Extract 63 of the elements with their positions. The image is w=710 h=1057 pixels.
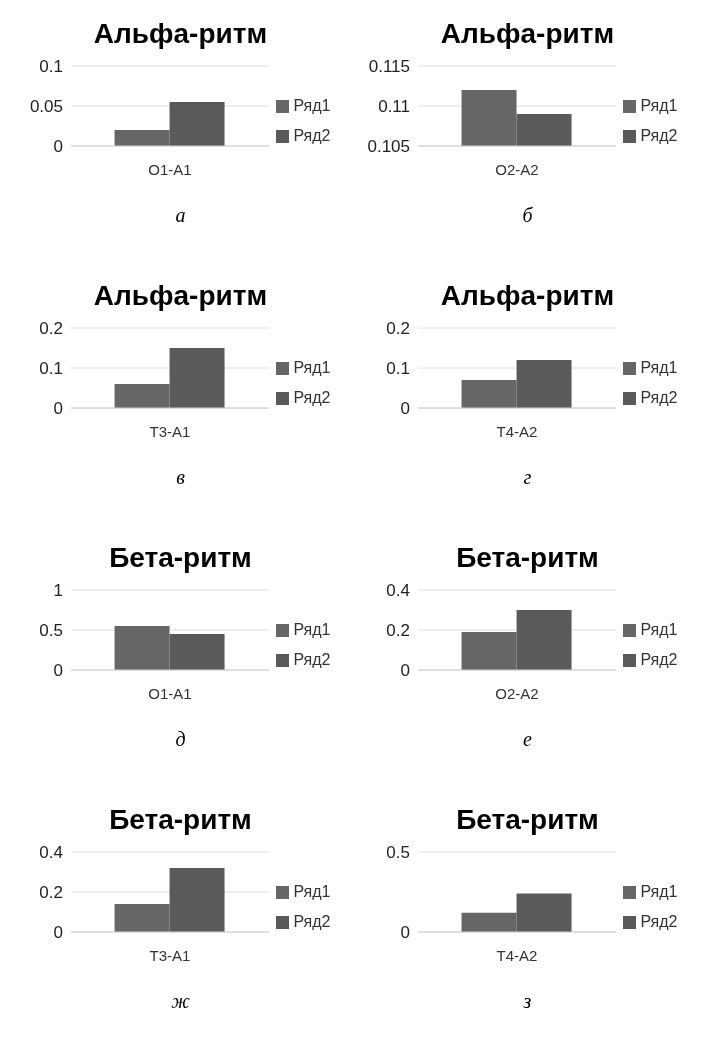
- legend-label: Ряд1: [293, 359, 331, 376]
- chart-title: Альфа-ритм: [440, 280, 615, 312]
- y-tick-label: 0.2: [38, 319, 63, 339]
- x-tick-label: T4-A2: [496, 946, 537, 964]
- y-tick-label: 0.5: [385, 843, 410, 863]
- legend-label: Ряд2: [293, 913, 331, 930]
- legend-label: Ряд2: [640, 389, 678, 406]
- x-tick-label: T3-A1: [149, 946, 190, 964]
- y-tick-label: 0.5: [38, 621, 63, 641]
- text: а: [175, 204, 186, 227]
- text: б: [522, 204, 533, 227]
- y-tick-label: 0.2: [385, 621, 410, 641]
- y-tick-label: 0.2: [38, 883, 63, 903]
- legend-label: Ряд1: [640, 883, 678, 900]
- y-tick-label: 0: [53, 923, 63, 943]
- y-tick-label: 0: [53, 399, 63, 419]
- y-tick-label: 0: [400, 923, 410, 943]
- y-tick-label: 0: [400, 399, 410, 419]
- chart-title: Альфа-ритм: [93, 280, 268, 312]
- text: ж: [171, 990, 190, 1013]
- y-tick-label: 1: [53, 581, 63, 601]
- text: з: [523, 990, 532, 1013]
- legend-label: Ряд1: [293, 883, 331, 900]
- legend-label: Ряд2: [293, 127, 331, 144]
- text: г: [523, 466, 532, 489]
- text: в: [176, 466, 185, 489]
- text: е: [523, 728, 532, 751]
- legend-label: Ряд1: [293, 97, 331, 114]
- legend-label: Ряд2: [640, 127, 678, 144]
- chart-title: Альфа-ритм: [93, 18, 268, 50]
- x-tick-label: T4-A2: [496, 422, 537, 440]
- chart-title: Бета-ритм: [456, 804, 599, 836]
- y-tick-label: 0.4: [385, 581, 410, 601]
- legend-label: Ряд1: [640, 97, 678, 114]
- chart-title: Бета-ритм: [109, 542, 252, 574]
- legend-label: Ряд1: [293, 621, 331, 638]
- legend-label: Ряд2: [293, 389, 331, 406]
- legend-label: Ряд1: [640, 359, 678, 376]
- legend-label: Ряд1: [640, 621, 678, 638]
- y-tick-label: 0.11: [377, 97, 410, 117]
- y-tick-label: 0.1: [38, 57, 63, 77]
- legend-label: Ряд2: [293, 651, 331, 668]
- x-tick-label: T3-A1: [149, 422, 190, 440]
- chart-title: Бета-ритм: [456, 542, 599, 574]
- y-tick-label: 0.105: [366, 137, 410, 157]
- chart-title: Альфа-ритм: [440, 18, 615, 50]
- chart-title: Бета-ритм: [109, 804, 252, 836]
- text: д: [175, 728, 186, 751]
- x-tick-label: O1-A1: [147, 684, 192, 702]
- y-tick-label: 0.1: [38, 359, 63, 379]
- y-tick-label: 0.4: [38, 843, 63, 863]
- x-tick-label: O1-A1: [147, 160, 192, 178]
- y-tick-label: 0.1: [385, 359, 410, 379]
- y-tick-label: 0.115: [368, 57, 410, 77]
- y-tick-label: 0: [53, 137, 63, 157]
- x-tick-label: O2-A2: [494, 160, 539, 178]
- legend-label: Ряд2: [640, 651, 678, 668]
- y-tick-label: 0: [53, 661, 63, 681]
- x-tick-label: O2-A2: [494, 684, 539, 702]
- y-tick-label: 0.2: [385, 319, 410, 339]
- y-tick-label: 0.05: [29, 97, 63, 117]
- y-tick-label: 0: [400, 661, 410, 681]
- legend-label: Ряд2: [640, 913, 678, 930]
